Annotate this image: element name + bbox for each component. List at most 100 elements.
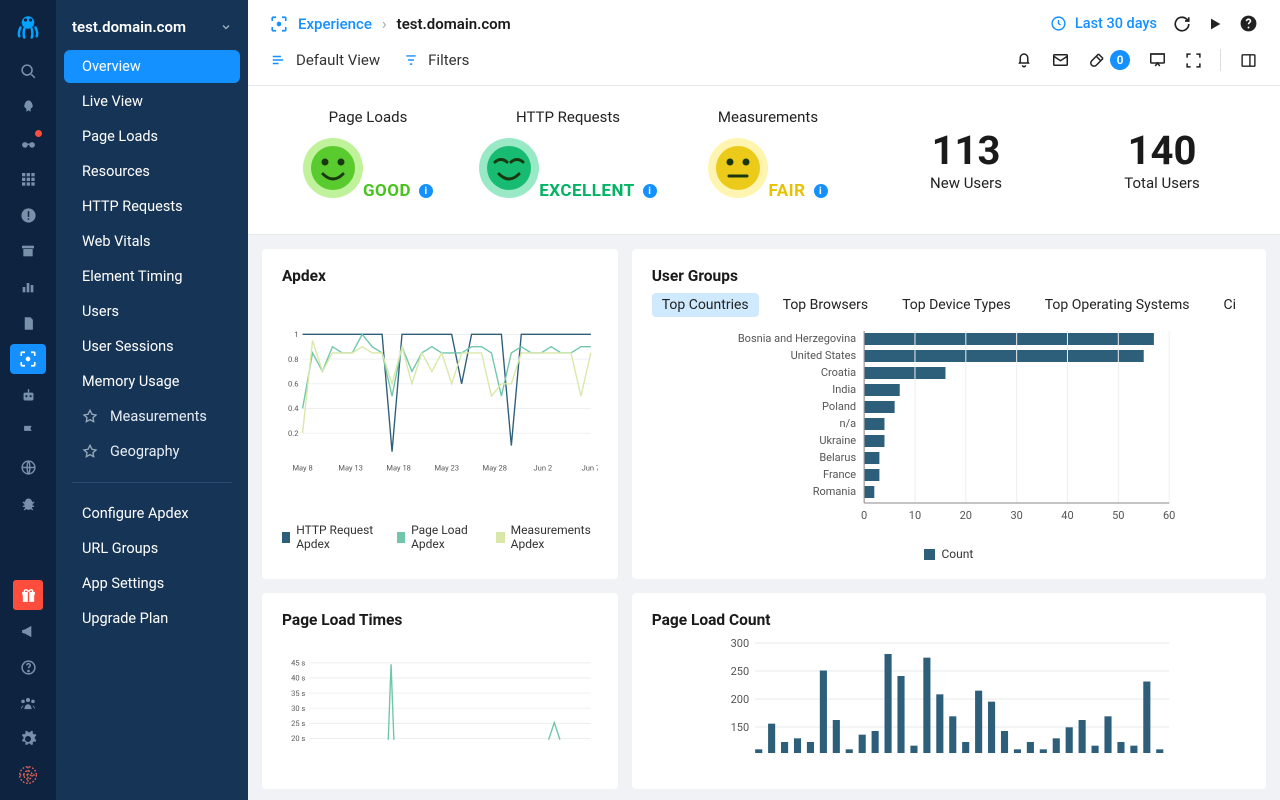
- document-icon[interactable]: [10, 308, 46, 338]
- refresh-icon[interactable]: [1173, 15, 1191, 33]
- toolbar: Default View Filters 0: [248, 43, 1280, 86]
- time-range-selector[interactable]: Last 30 days: [1050, 15, 1157, 32]
- nav-item-resources[interactable]: Resources: [64, 155, 240, 188]
- stat-new-users: 113New Users: [868, 127, 1064, 192]
- grid-icon[interactable]: [10, 164, 46, 194]
- bell-icon[interactable]: [1015, 51, 1033, 69]
- nav-sub-geography[interactable]: Geography: [64, 435, 240, 468]
- svg-text:20: 20: [959, 509, 971, 522]
- page-load-times-panel: Page Load Times 45 s40 s35 s30 s25 s20 s: [262, 593, 618, 789]
- globe-icon[interactable]: [10, 452, 46, 482]
- mail-icon[interactable]: [1051, 51, 1070, 69]
- tab-top-browsers[interactable]: Top Browsers: [773, 293, 878, 317]
- team-icon[interactable]: [10, 688, 46, 718]
- nav-settings-configure-apdex[interactable]: Configure Apdex: [64, 497, 240, 530]
- list-icon: [270, 53, 286, 67]
- help-icon[interactable]: [10, 652, 46, 682]
- help-filled-icon[interactable]: [1239, 14, 1258, 33]
- svg-text:Ukraine: Ukraine: [819, 434, 856, 447]
- nav-item-users[interactable]: Users: [64, 295, 240, 328]
- info-icon[interactable]: i: [814, 184, 828, 198]
- breadcrumb-section[interactable]: Experience: [298, 15, 372, 33]
- svg-text:Jun 7: Jun 7: [582, 463, 598, 472]
- svg-text:May 8: May 8: [292, 463, 312, 472]
- robot-icon[interactable]: [10, 380, 46, 410]
- play-icon[interactable]: [1207, 16, 1223, 32]
- nav-item-memory-usage[interactable]: Memory Usage: [64, 365, 240, 398]
- stat-total-users: 140Total Users: [1064, 127, 1260, 192]
- tab-top-operating-systems[interactable]: Top Operating Systems: [1035, 293, 1200, 317]
- svg-text:Jun 2: Jun 2: [534, 463, 553, 472]
- nav-settings-app-settings[interactable]: App Settings: [64, 567, 240, 600]
- filters-button[interactable]: Filters: [404, 51, 469, 69]
- app-name: test.domain.com: [72, 18, 186, 36]
- nav-settings-upgrade-plan[interactable]: Upgrade Plan: [64, 602, 240, 635]
- bar-chart-icon[interactable]: [10, 272, 46, 302]
- nav-settings-url-groups[interactable]: URL Groups: [64, 532, 240, 565]
- tab-ci[interactable]: Ci: [1213, 293, 1246, 317]
- tab-top-device-types[interactable]: Top Device Types: [892, 293, 1021, 317]
- svg-text:United States: United States: [790, 349, 856, 362]
- svg-text:60: 60: [1163, 509, 1175, 522]
- kpi-measurements: MeasurementsFAIR i: [668, 108, 868, 210]
- svg-text:40 s: 40 s: [291, 674, 305, 683]
- info-icon[interactable]: i: [419, 184, 433, 198]
- time-range-label: Last 30 days: [1075, 15, 1157, 32]
- svg-text:0.6: 0.6: [288, 380, 298, 389]
- app-selector[interactable]: test.domain.com: [56, 12, 248, 48]
- svg-text:0: 0: [861, 509, 867, 522]
- nav-item-page-loads[interactable]: Page Loads: [64, 120, 240, 153]
- nav-item-http-requests[interactable]: HTTP Requests: [64, 190, 240, 223]
- gift-icon[interactable]: [13, 580, 43, 610]
- divider: [72, 482, 232, 483]
- link-icon[interactable]: 0: [1088, 50, 1130, 70]
- network-icon[interactable]: [10, 760, 46, 790]
- alert-icon[interactable]: [10, 200, 46, 230]
- content: Page LoadsGOOD iHTTP RequestsEXCELLENT i…: [248, 86, 1280, 800]
- breadcrumb-current: test.domain.com: [397, 15, 511, 33]
- svg-text:0.4: 0.4: [288, 404, 299, 413]
- info-icon[interactable]: i: [643, 184, 657, 198]
- rocket-icon[interactable]: [10, 92, 46, 122]
- panel-icon[interactable]: [1239, 52, 1258, 69]
- svg-text:0.8: 0.8: [288, 355, 298, 364]
- svg-text:n/a: n/a: [839, 417, 856, 430]
- nav-item-user-sessions[interactable]: User Sessions: [64, 330, 240, 363]
- svg-text:50: 50: [1112, 509, 1124, 522]
- user-groups-chart: Bosnia and HerzegovinaUnited StatesCroat…: [652, 327, 1246, 537]
- megaphone-icon[interactable]: [10, 616, 46, 646]
- nav-item-web-vitals[interactable]: Web Vitals: [64, 225, 240, 258]
- settings-icon[interactable]: [10, 724, 46, 754]
- kpi-page-loads: Page LoadsGOOD i: [268, 108, 468, 210]
- icon-rail: [0, 0, 56, 800]
- tab-top-countries[interactable]: Top Countries: [652, 293, 759, 317]
- view-selector[interactable]: Default View: [270, 51, 380, 69]
- svg-text:May 18: May 18: [386, 463, 411, 472]
- nav-item-live-view[interactable]: Live View: [64, 85, 240, 118]
- archive-icon[interactable]: [10, 236, 46, 266]
- nav-sub-measurements[interactable]: Measurements: [64, 400, 240, 433]
- svg-text:25 s: 25 s: [291, 719, 305, 728]
- svg-text:0.2: 0.2: [288, 429, 298, 438]
- user-groups-panel: User Groups Top CountriesTop BrowsersTop…: [632, 249, 1266, 579]
- svg-text:Poland: Poland: [822, 400, 856, 413]
- bug-icon[interactable]: [10, 488, 46, 518]
- logo[interactable]: [13, 10, 43, 44]
- fullscreen-icon[interactable]: [1185, 52, 1202, 69]
- nav-item-overview[interactable]: Overview: [64, 50, 240, 83]
- breadcrumb-bar: Experience › test.domain.com Last 30 day…: [248, 0, 1280, 43]
- search-icon[interactable]: [10, 56, 46, 86]
- separator: [1220, 49, 1221, 71]
- plt-title: Page Load Times: [282, 611, 598, 629]
- nav-item-element-timing[interactable]: Element Timing: [64, 260, 240, 293]
- svg-text:250: 250: [730, 665, 749, 678]
- kpi-row: Page LoadsGOOD iHTTP RequestsEXCELLENT i…: [248, 86, 1280, 235]
- binoculars-icon[interactable]: [10, 128, 46, 158]
- filters-label: Filters: [428, 51, 469, 69]
- presentation-icon[interactable]: [1148, 51, 1167, 69]
- flag-icon[interactable]: [10, 416, 46, 446]
- experience-icon[interactable]: [10, 344, 46, 374]
- filter-icon: [404, 53, 418, 67]
- chevron-down-icon: [220, 21, 232, 33]
- user-groups-legend: Count: [652, 547, 1246, 561]
